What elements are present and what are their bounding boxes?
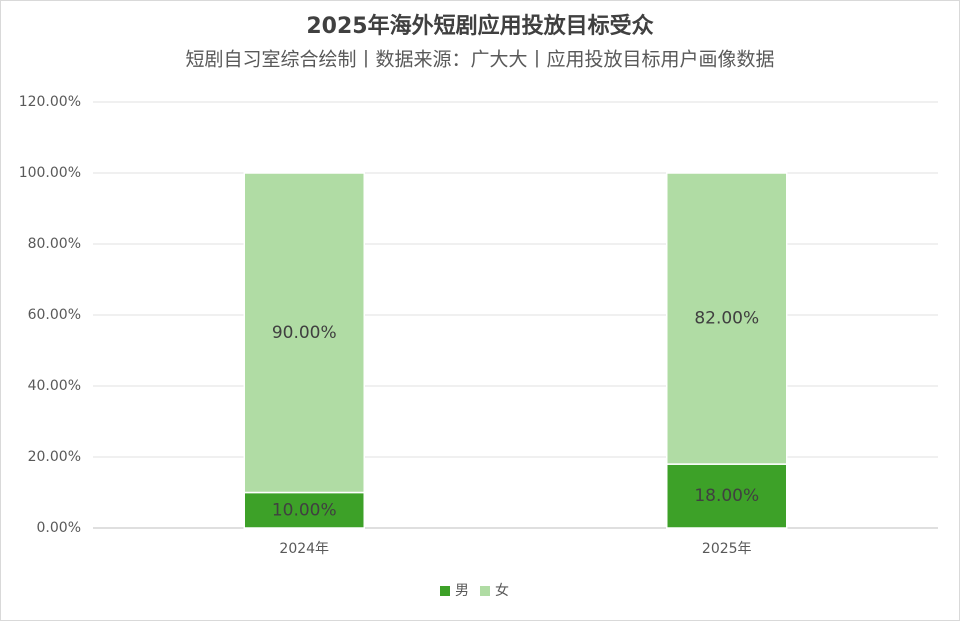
bar-segment <box>243 491 365 529</box>
chart-title: 2025年海外短剧应用投放目标受众 <box>306 13 653 39</box>
y-tick-label: 100.00% <box>19 165 81 181</box>
y-tick-label: 120.00% <box>19 94 81 110</box>
data-label: 10.00% <box>272 500 337 520</box>
x-tick-label: 2025年 <box>702 541 752 557</box>
chart-subtitle: 短剧自习室综合绘制丨数据来源：广大大丨应用投放目标用户画像数据 <box>185 49 774 71</box>
x-tick-label: 2024年 <box>279 541 329 557</box>
legend-swatch <box>480 586 490 596</box>
bar-segment <box>666 463 788 529</box>
y-tick-label: 20.00% <box>28 449 81 465</box>
y-tick-label: 60.00% <box>28 307 81 323</box>
bar-segment <box>666 172 788 465</box>
legend-label: 女 <box>495 582 509 599</box>
data-label: 82.00% <box>694 309 759 329</box>
y-tick-label: 80.00% <box>28 236 81 252</box>
data-label: 90.00% <box>272 323 337 343</box>
data-label: 18.00% <box>694 486 759 506</box>
y-tick-label: 0.00% <box>37 520 81 536</box>
legend-label: 男 <box>455 583 469 599</box>
legend-swatch <box>440 586 450 596</box>
y-tick-label: 40.00% <box>28 378 81 394</box>
bar-segment <box>243 172 365 494</box>
